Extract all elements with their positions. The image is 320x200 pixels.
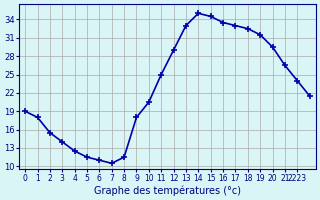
X-axis label: Graphe des températures (°c): Graphe des températures (°c) (94, 185, 241, 196)
